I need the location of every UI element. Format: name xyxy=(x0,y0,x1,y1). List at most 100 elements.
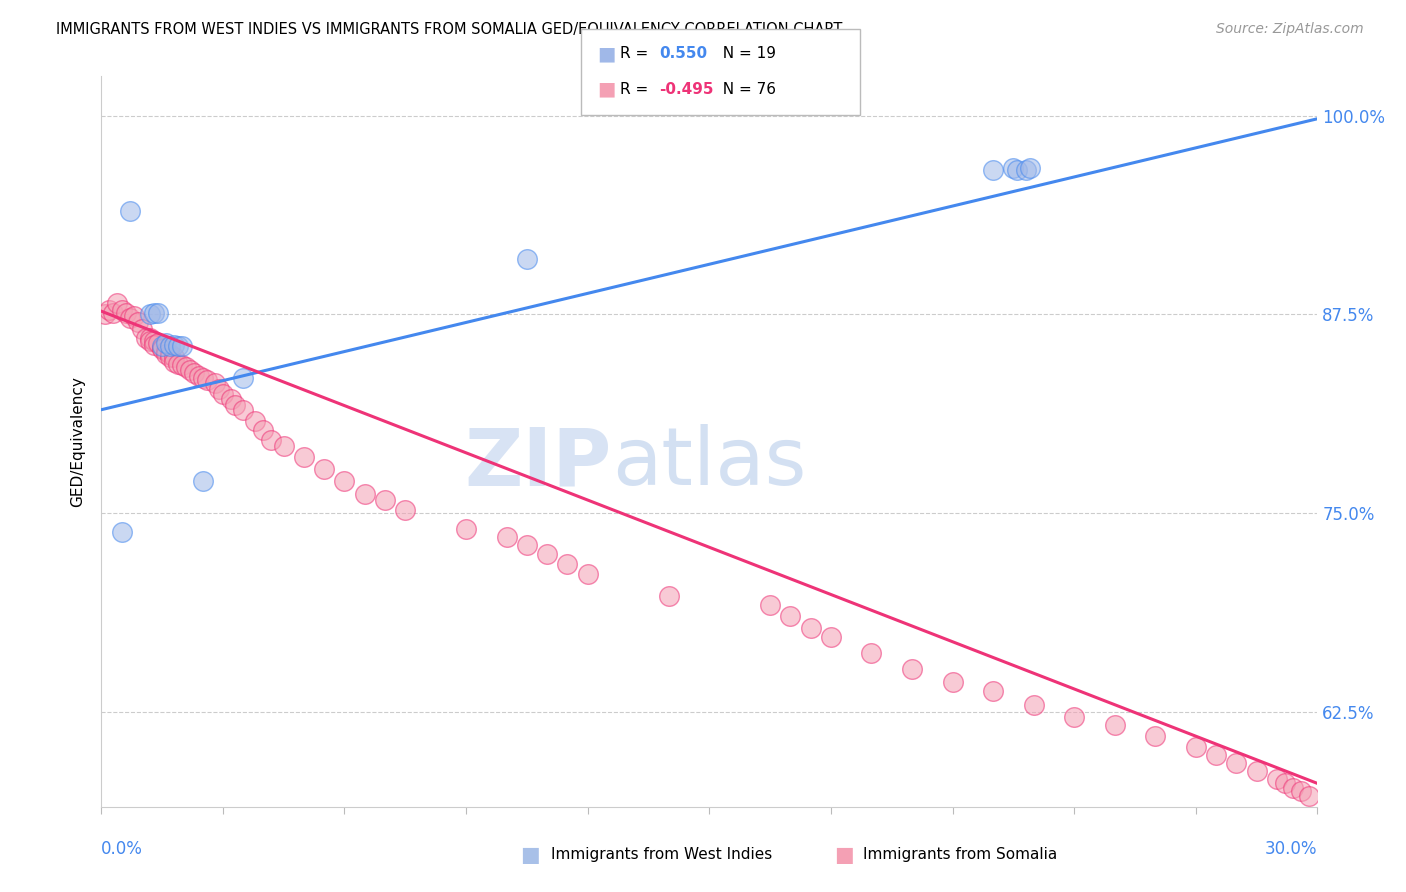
Text: ■: ■ xyxy=(598,44,616,63)
Point xyxy=(245,414,267,428)
Point xyxy=(187,369,209,384)
Point xyxy=(118,310,141,325)
Point xyxy=(163,337,186,351)
Point xyxy=(1007,162,1029,177)
Text: 0.0%: 0.0% xyxy=(101,840,143,858)
Point xyxy=(139,331,162,345)
Point xyxy=(110,302,132,317)
Text: Immigrants from West Indies: Immigrants from West Indies xyxy=(551,847,772,862)
Text: -0.495: -0.495 xyxy=(659,82,714,96)
Text: Immigrants from Somalia: Immigrants from Somalia xyxy=(863,847,1057,862)
Point xyxy=(172,358,194,372)
Point xyxy=(167,339,190,353)
Text: R =: R = xyxy=(620,46,654,61)
Text: atlas: atlas xyxy=(612,425,807,502)
Point xyxy=(98,302,121,317)
Point xyxy=(118,204,141,219)
Point xyxy=(1185,739,1208,754)
Point xyxy=(204,376,226,390)
Point xyxy=(557,557,579,571)
Text: N = 19: N = 19 xyxy=(713,46,776,61)
Point xyxy=(142,306,165,320)
Text: IMMIGRANTS FROM WEST INDIES VS IMMIGRANTS FROM SOMALIA GED/EQUIVALENCY CORRELATI: IMMIGRANTS FROM WEST INDIES VS IMMIGRANT… xyxy=(56,22,842,37)
Point xyxy=(191,475,214,489)
Point xyxy=(516,252,538,266)
Point xyxy=(942,674,965,689)
Point xyxy=(1225,756,1247,770)
Point xyxy=(1018,161,1040,175)
Point xyxy=(155,343,177,358)
Point xyxy=(150,339,173,353)
Point xyxy=(1002,161,1025,175)
Point xyxy=(658,589,681,603)
Point xyxy=(1265,772,1288,786)
Point xyxy=(110,525,132,540)
Text: 0.550: 0.550 xyxy=(659,46,707,61)
Point xyxy=(208,382,231,396)
Point xyxy=(1014,162,1036,177)
Point xyxy=(1289,784,1312,798)
Point xyxy=(163,355,186,369)
Text: ■: ■ xyxy=(598,79,616,99)
Point xyxy=(1298,789,1320,804)
Point xyxy=(172,339,194,353)
Point xyxy=(114,306,136,320)
Point xyxy=(131,321,153,335)
Point xyxy=(224,398,246,412)
Point xyxy=(212,387,235,401)
Point xyxy=(981,162,1004,177)
Point xyxy=(94,307,117,321)
Point xyxy=(103,306,125,320)
Point xyxy=(252,424,274,438)
Point xyxy=(135,331,157,345)
Point xyxy=(1274,776,1296,790)
Point xyxy=(150,341,173,355)
Point xyxy=(146,306,169,320)
Text: 30.0%: 30.0% xyxy=(1265,840,1317,858)
Point xyxy=(800,621,823,635)
Point xyxy=(820,630,842,644)
Point xyxy=(1246,764,1268,778)
Point xyxy=(759,599,782,613)
Point xyxy=(122,309,145,323)
Point xyxy=(292,450,315,465)
Point xyxy=(195,372,218,386)
Point xyxy=(191,371,214,385)
Point xyxy=(353,487,375,501)
Point xyxy=(1205,747,1227,762)
Text: R =: R = xyxy=(620,82,654,96)
Point xyxy=(456,522,478,536)
Point xyxy=(159,347,181,361)
Point xyxy=(159,339,181,353)
Point xyxy=(314,461,336,475)
Point xyxy=(167,357,190,371)
Text: ■: ■ xyxy=(520,845,540,864)
Point xyxy=(394,503,416,517)
Point xyxy=(374,493,396,508)
Point xyxy=(107,296,129,310)
Point xyxy=(273,439,295,453)
Point xyxy=(179,363,201,377)
Y-axis label: GED/Equivalency: GED/Equivalency xyxy=(70,376,86,507)
Point xyxy=(183,366,205,380)
Point xyxy=(901,662,924,676)
Point xyxy=(260,433,283,447)
Point xyxy=(1063,709,1085,723)
Point xyxy=(219,392,242,406)
Point xyxy=(163,351,186,365)
Point xyxy=(1282,781,1305,796)
Text: N = 76: N = 76 xyxy=(713,82,776,96)
Point xyxy=(1022,698,1045,713)
Point xyxy=(142,334,165,349)
Point xyxy=(536,548,558,562)
Text: ■: ■ xyxy=(834,845,853,864)
Point xyxy=(495,530,517,544)
Point xyxy=(1104,717,1126,731)
Point xyxy=(176,359,198,374)
Point xyxy=(232,371,254,385)
Point xyxy=(139,334,162,349)
Point xyxy=(516,538,538,552)
Text: ZIP: ZIP xyxy=(465,425,612,502)
Point xyxy=(981,684,1004,698)
Text: Source: ZipAtlas.com: Source: ZipAtlas.com xyxy=(1216,22,1364,37)
